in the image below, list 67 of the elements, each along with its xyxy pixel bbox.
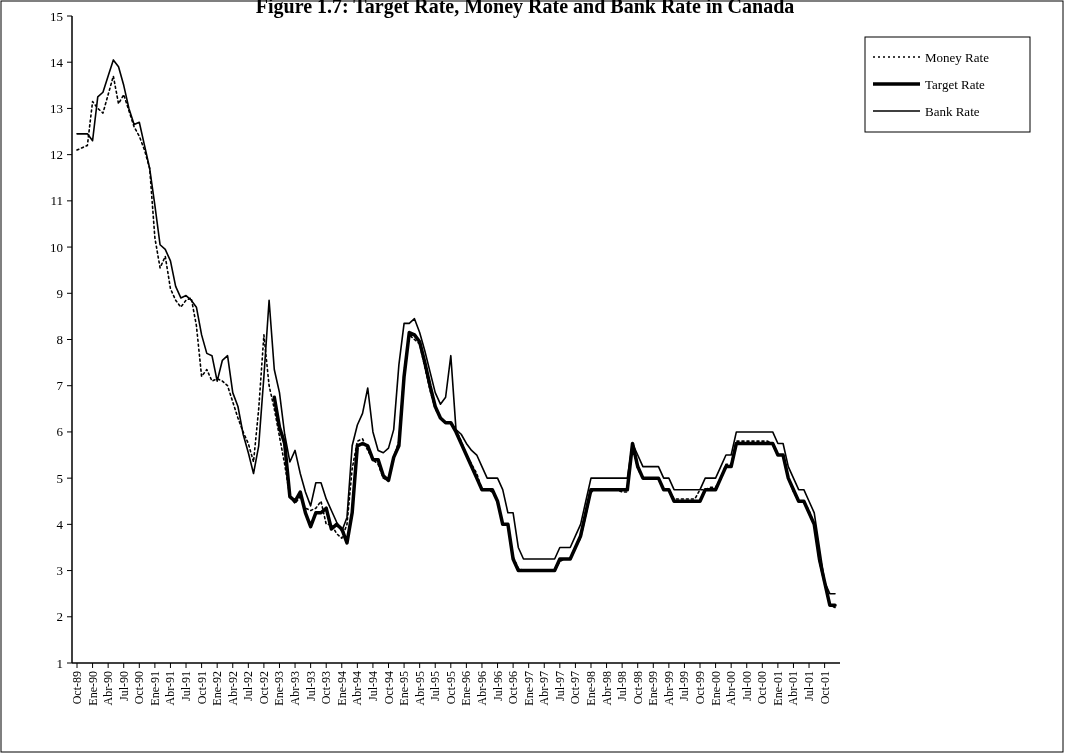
x-tick-label: Oct-97	[568, 671, 583, 705]
y-tick-label: 11	[50, 193, 63, 209]
x-tick-label: Ene-93	[272, 671, 287, 706]
legend-label: Bank Rate	[925, 103, 980, 119]
x-tick-label: Jul-01	[802, 671, 817, 701]
x-tick-label: Oct-92	[256, 671, 271, 705]
x-tick-label: Abr-93	[288, 671, 303, 706]
x-tick-label: Ene-92	[210, 671, 225, 706]
x-tick-label: Jul-95	[428, 671, 443, 701]
x-tick-label: Oct-90	[132, 671, 147, 705]
y-tick-label: 1	[56, 655, 63, 671]
x-tick-label: Ene-01	[770, 671, 785, 706]
y-tick-label: 8	[56, 332, 63, 348]
y-tick-label: 6	[56, 424, 64, 440]
x-tick-label: Oct-01	[817, 671, 832, 705]
x-tick-label: Abr-00	[724, 671, 739, 706]
x-tick-label: Ene-99	[646, 671, 661, 706]
x-tick-label: Ene-95	[397, 671, 412, 706]
x-tick-label: Oct-00	[755, 671, 770, 705]
x-tick-label: Ene-96	[459, 671, 474, 706]
x-tick-label: Abr-96	[474, 671, 489, 706]
x-tick-label: Jul-96	[490, 671, 505, 701]
x-tick-label: Jul-94	[365, 671, 380, 701]
x-tick-label: Oct-96	[506, 671, 521, 705]
y-tick-label: 5	[56, 470, 63, 486]
x-tick-label: Oct-98	[630, 671, 645, 705]
x-tick-label: Oct-89	[70, 671, 84, 705]
x-tick-label: Jul-93	[303, 671, 318, 701]
y-tick-label: 9	[56, 285, 63, 301]
x-tick-label: Abr-95	[412, 671, 427, 706]
y-tick-label: 2	[56, 609, 63, 625]
x-tick-label: Oct-94	[381, 671, 396, 705]
x-tick-label: Abr-99	[661, 671, 676, 706]
x-tick-label: Ene-94	[334, 671, 349, 706]
x-tick-label: Abr-91	[163, 671, 178, 706]
x-tick-label: Jul-98	[615, 671, 630, 701]
y-tick-label: 15	[50, 8, 63, 24]
x-tick-label: Oct-99	[693, 671, 708, 705]
y-tick-label: 14	[50, 54, 64, 70]
y-tick-label: 4	[56, 516, 64, 532]
y-tick-label: 3	[56, 563, 63, 579]
y-tick-label: 10	[50, 239, 63, 255]
x-tick-label: Jul-90	[116, 671, 131, 701]
y-tick-label: 12	[50, 147, 63, 163]
legend-label: Target Rate	[925, 76, 986, 92]
x-tick-label: Ene-90	[85, 671, 100, 706]
x-tick-label: Abr-92	[225, 671, 240, 706]
x-tick-label: Jul-99	[677, 671, 692, 701]
x-tick-label: Abr-01	[786, 671, 801, 706]
x-tick-label: Jul-92	[241, 671, 256, 701]
legend-label: Money Rate	[925, 49, 990, 65]
x-tick-label: Oct-91	[194, 671, 209, 705]
x-tick-label: Ene-00	[708, 671, 723, 706]
x-tick-label: Ene-98	[583, 671, 598, 706]
y-tick-label: 7	[56, 378, 64, 394]
x-tick-label: Oct-95	[443, 671, 458, 705]
x-tick-label: Jul-97	[552, 671, 567, 701]
x-tick-label: Jul-00	[739, 671, 754, 701]
x-tick-label: Ene-91	[147, 671, 162, 706]
x-tick-label: Ene-97	[521, 671, 536, 706]
x-tick-label: Jul-91	[179, 671, 194, 701]
y-tick-label: 13	[50, 100, 63, 116]
x-tick-label: Oct-93	[319, 671, 334, 705]
x-tick-label: Abr-94	[350, 671, 365, 706]
x-tick-label: Abr-90	[101, 671, 116, 706]
x-tick-label: Abr-98	[599, 671, 614, 706]
x-tick-label: Abr-97	[537, 671, 552, 706]
